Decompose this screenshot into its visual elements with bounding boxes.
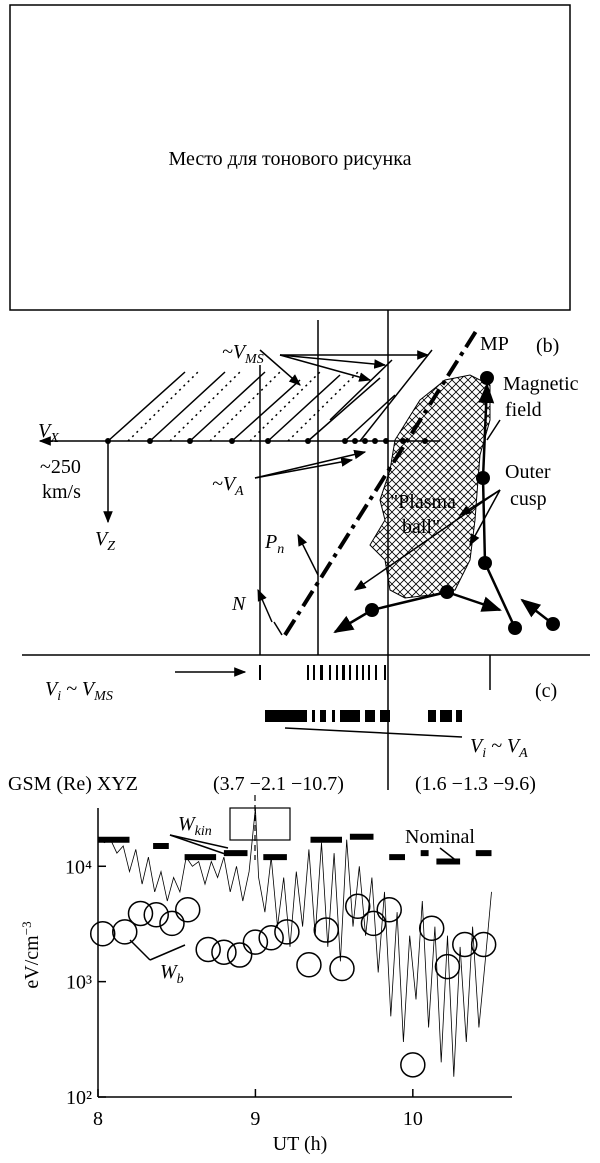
circle-point [377,898,401,922]
circle-point [196,937,220,961]
figure: Место для тонового рисунка [0,0,600,1163]
speed-label: ~250 [40,456,81,478]
mp-label: MP [480,333,509,355]
va-label: ~VA [212,473,244,499]
circle-point [435,955,459,979]
field-label: field [505,399,542,421]
gsm-pos-2: (1.6 −1.3 −9.6) [415,773,536,795]
nominal-label: Nominal [405,826,475,848]
vi-vms-label: Vi ~ VMS [45,678,113,704]
y-tick-label: 10⁴ [65,856,92,878]
n-label: N [231,593,247,615]
panel-c-label: (c) [535,680,557,702]
panel-label: (b) [536,335,559,357]
circle-point [212,940,236,964]
circle-point [91,922,115,946]
wb-pointer [150,945,185,960]
outer-label: Outer [505,461,551,483]
vz-label: VZ [95,528,115,554]
circle-point [330,956,354,980]
y-tick-label: 10² [66,1087,92,1109]
x-tick-label: 10 [403,1108,423,1130]
plasma-label: "Plasma [390,491,456,513]
vi-va-label: Vi ~ VA [470,735,528,761]
panel-c-bars [259,665,462,722]
gsm-label: GSM (Re) XYZ [8,773,138,795]
cusp-label: cusp [510,488,547,510]
plot: 10² 10³ 10⁴ 8 9 10 [65,808,512,1130]
gsm-pos-1: (3.7 −2.1 −10.7) [213,773,344,795]
vi-va-line [285,728,462,737]
x-tick-label: 9 [250,1108,260,1130]
pn-label: Pn [264,531,284,557]
circle-point [297,953,321,977]
circle-point [228,943,252,967]
y-tick-label: 10³ [66,972,92,994]
circle-point [176,898,200,922]
placeholder-text: Место для тонового рисунка [168,148,411,170]
circle-point [275,920,299,944]
x-axis-title: UT (h) [273,1133,328,1155]
wkin-label: Wkin [178,813,212,839]
circle-point [472,932,496,956]
speed-unit: km/s [42,481,81,503]
ball-label: ball" [402,516,440,538]
circle-point [401,1053,425,1077]
wkin-box [230,808,290,840]
vms-label: ~VMS [222,341,264,367]
circle-point [259,926,283,950]
y-axis-title: eV/cm−3 [19,921,43,988]
vx-label: VX [38,420,59,446]
circle-point [453,932,477,956]
wb-pointer [130,940,150,960]
magnetic-label: Magnetic [503,373,579,395]
x-tick-label: 8 [93,1108,103,1130]
circle-point [243,930,267,954]
wb-label: Wb [160,961,184,987]
